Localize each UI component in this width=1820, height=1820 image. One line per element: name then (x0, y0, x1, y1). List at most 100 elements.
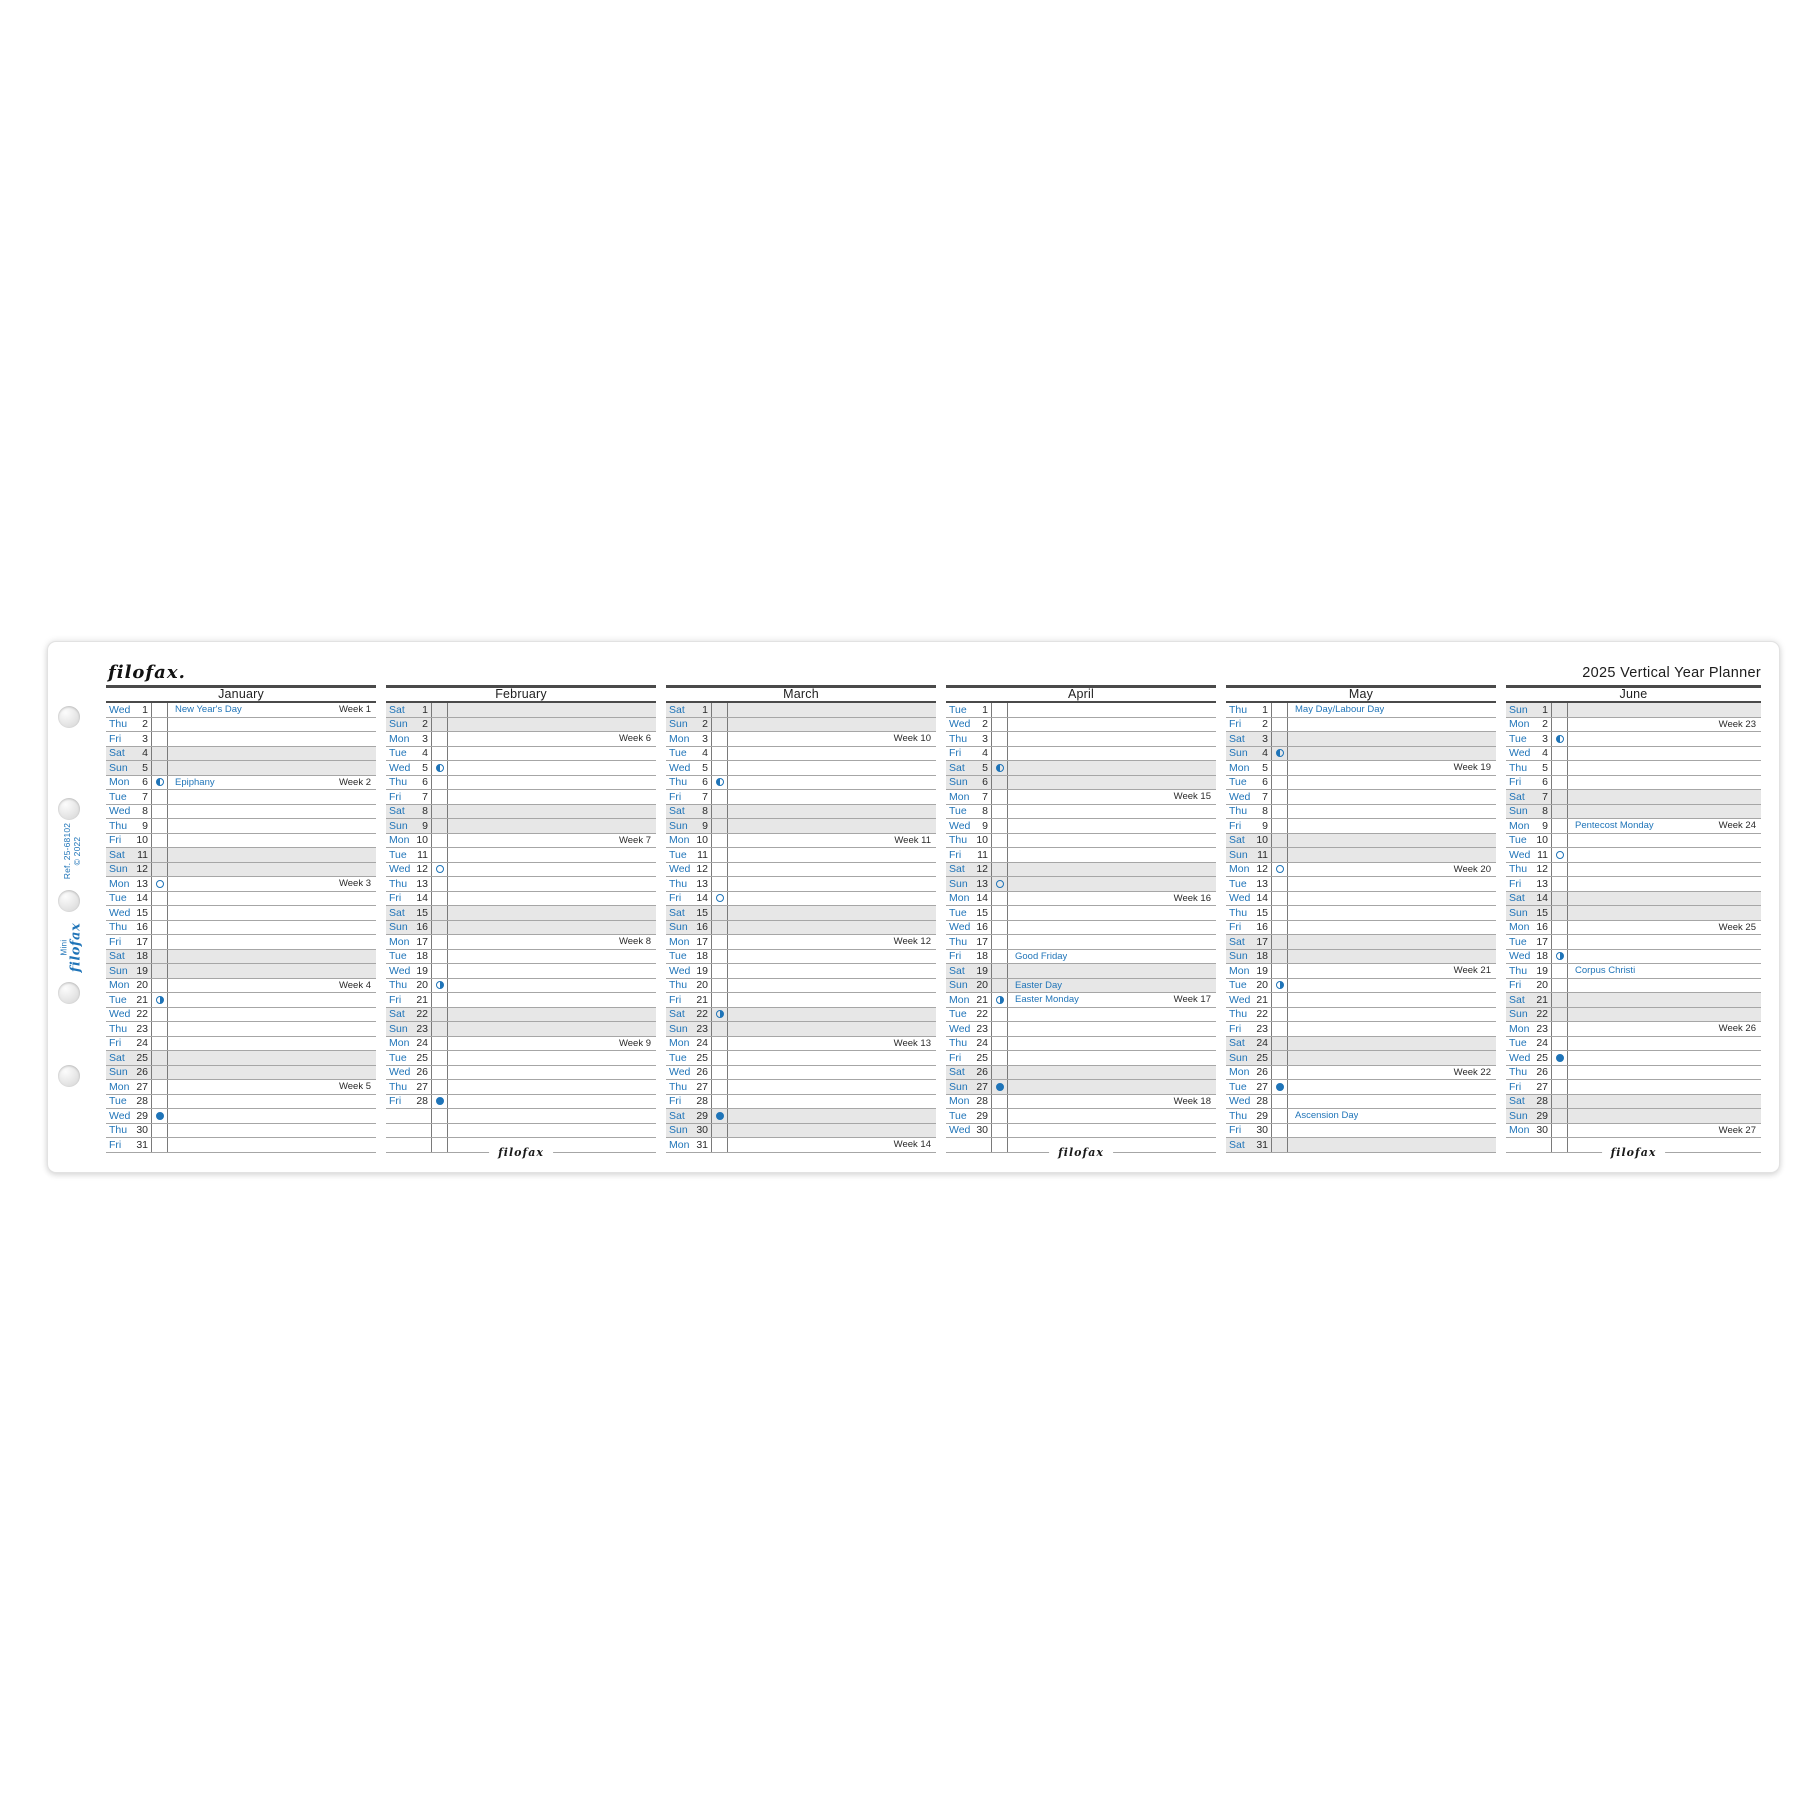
day-label-cell: Mon 14 (946, 892, 991, 906)
weekday-label: Mon (109, 776, 130, 789)
week-number-label: Week 27 (1718, 1124, 1756, 1136)
day-row-march-17: Mon 17 Week 12 (666, 935, 936, 950)
entry-cell (728, 1080, 936, 1094)
day-row-january-12: Sun 12 (106, 862, 376, 877)
holiday-label: Corpus Christi (1575, 965, 1636, 977)
day-row-april-16: Wed 16 (946, 920, 1216, 935)
day-row-april-13: Sun 13 (946, 877, 1216, 892)
entry-cell (448, 761, 656, 775)
moon-phase-cell (711, 732, 728, 746)
day-label-cell: Sun 18 (1226, 950, 1271, 964)
day-row-march-27: Thu 27 (666, 1080, 936, 1095)
entry-cell (448, 718, 656, 732)
day-label-cell: Fri 24 (106, 1037, 151, 1051)
day-label-cell: Sun 9 (666, 819, 711, 833)
weekday-label: Wed (1229, 1095, 1251, 1108)
day-label-cell: Tue 17 (1506, 935, 1551, 949)
entry-cell (1568, 848, 1761, 862)
day-row-march-8: Sat 8 (666, 804, 936, 819)
moon-phase-cell (991, 1036, 1008, 1050)
day-row-january-1: Wed 1 New Year's Day Week 1 (106, 703, 376, 718)
date-number: 22 (696, 1008, 708, 1021)
day-row-june-28: Sat 28 (1506, 1094, 1761, 1109)
moon-phase-cell (431, 1051, 448, 1065)
date-number: 24 (1256, 1037, 1268, 1050)
entry-cell (168, 863, 376, 877)
week-number-label: Week 1 (338, 704, 371, 716)
date-number: 27 (976, 1080, 988, 1093)
date-number: 19 (1256, 964, 1268, 977)
entry-cell: Week 3 (168, 877, 376, 891)
day-row-february-8: Sat 8 (386, 804, 656, 819)
day-row-june-17: Tue 17 (1506, 935, 1761, 950)
day-row-may-25: Sun 25 (1226, 1051, 1496, 1066)
moon-phase-cell (1271, 1007, 1288, 1021)
day-label-cell: Wed 16 (946, 921, 991, 935)
moon-phase-cell (711, 819, 728, 833)
entry-cell (1288, 950, 1496, 964)
week-number-label: Week 5 (338, 1081, 371, 1093)
entry-cell (168, 935, 376, 949)
date-number: 4 (1542, 747, 1548, 760)
day-row-january-27: Mon 27 Week 5 (106, 1080, 376, 1095)
weekday-label: Wed (1509, 950, 1531, 963)
weekday-label: Sat (1509, 993, 1525, 1006)
day-label-cell: Thu 9 (106, 819, 151, 833)
day-row-may-18: Sun 18 (1226, 949, 1496, 964)
entry-cell: Week 21 (1288, 964, 1496, 978)
holiday-label: Epiphany (175, 776, 215, 788)
entry-cell (728, 964, 936, 978)
moon-phase-cell (151, 703, 168, 717)
date-number: 29 (136, 1109, 148, 1122)
moon-phase-cell (1551, 993, 1568, 1007)
moon-phase-cell (991, 1022, 1008, 1036)
date-number: 13 (1256, 877, 1268, 890)
weekday-label: Tue (109, 993, 127, 1006)
date-number: 4 (422, 747, 428, 760)
moon-phase-cell (431, 703, 448, 717)
day-row-february-25: Tue 25 (386, 1051, 656, 1066)
binder-hole (58, 798, 80, 820)
date-number: 8 (422, 805, 428, 818)
entry-cell: Week 9 (448, 1037, 656, 1051)
entry-cell (1008, 1124, 1216, 1138)
day-label-cell: Sun 19 (106, 964, 151, 978)
date-number: 16 (976, 921, 988, 934)
date-number: 17 (1256, 935, 1268, 948)
moon-phase-cell (431, 746, 448, 760)
date-number: 1 (422, 703, 428, 716)
date-number: 5 (702, 761, 708, 774)
day-row-february-21: Fri 21 (386, 993, 656, 1008)
footer-logo-row-february: filofax (386, 1138, 656, 1158)
day-label-cell: Wed 22 (106, 1008, 151, 1022)
date-number: 15 (136, 906, 148, 919)
day-label-cell: Wed 21 (1226, 993, 1271, 1007)
day-row-may-20: Tue 20 (1226, 978, 1496, 993)
weekday-label: Wed (1229, 993, 1251, 1006)
date-number: 13 (976, 877, 988, 890)
moon-phase-cell (1271, 1123, 1288, 1137)
date-number: 26 (136, 1066, 148, 1079)
day-row-may-3: Sat 3 (1226, 732, 1496, 747)
weekday-label: Thu (1229, 1008, 1248, 1021)
weekday-label: Mon (389, 1037, 410, 1050)
entry-cell (1568, 1109, 1761, 1123)
date-number: 23 (1536, 1022, 1548, 1035)
month-title-january: January (106, 685, 376, 703)
moon-phase-cell (711, 978, 728, 992)
moon-phase-cell (431, 978, 448, 992)
day-label-cell: Tue 29 (946, 1109, 991, 1123)
moon-phase-cell (1551, 877, 1568, 891)
holiday-label: Easter Day (1015, 979, 1062, 991)
entry-cell (1288, 1080, 1496, 1094)
day-label-cell: Mon 17 (386, 935, 431, 949)
day-row-february-9: Sun 9 (386, 819, 656, 834)
date-number: 28 (1256, 1095, 1268, 1108)
weekday-label: Mon (109, 877, 130, 890)
weekday-label: Mon (389, 732, 410, 745)
entry-cell (1568, 776, 1761, 790)
day-label-cell: Mon 3 (386, 732, 431, 746)
moon-phase-cell (1551, 761, 1568, 775)
moon-phase-cell (711, 935, 728, 949)
page-title: 2025 Vertical Year Planner (1582, 665, 1761, 681)
